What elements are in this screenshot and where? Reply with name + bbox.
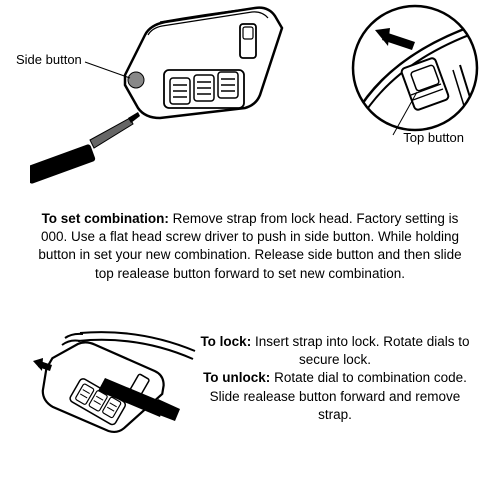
set-combination-text: To set combination: Remove strap from lo… xyxy=(0,210,500,283)
bottom-diagram-section: To lock: Insert strap into lock. Rotate … xyxy=(0,323,500,473)
lock-head-diagram xyxy=(30,0,300,190)
unlock-heading: To unlock: xyxy=(203,370,270,385)
lock-heading: To lock: xyxy=(200,334,251,349)
side-button-label: Side button xyxy=(16,52,82,67)
lock-body: Insert strap into lock. Rotate dials to … xyxy=(251,334,469,367)
top-button-label: Top button xyxy=(403,130,464,145)
lock-unlock-text: To lock: Insert strap into lock. Rotate … xyxy=(200,333,470,424)
lock-unlock-diagram xyxy=(10,323,200,463)
top-diagram-section: Side button Top button xyxy=(0,0,500,200)
set-combo-heading: To set combination: xyxy=(42,211,169,226)
